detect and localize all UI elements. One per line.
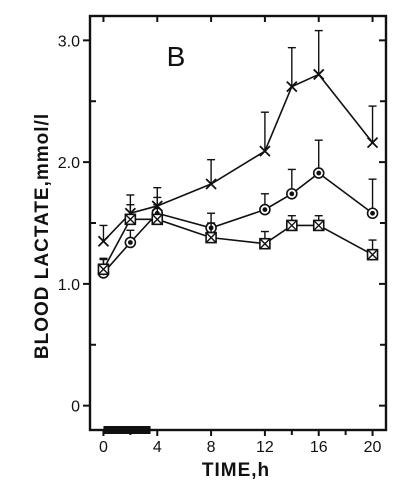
data-point-hatch <box>259 238 271 250</box>
y-axis-label: BLOOD LACTATE,mmol/l <box>32 113 53 359</box>
data-point-hatch <box>124 213 136 225</box>
series-filled-circle <box>97 139 379 279</box>
x-tick-label: 16 <box>310 439 328 456</box>
axes: 0 1.0 2.0 3.0 0 4 8 12 16 20 <box>58 14 388 456</box>
data-point-center <box>262 207 268 213</box>
data-point-hatch <box>151 213 163 225</box>
y-tick-label: 2.0 <box>58 155 80 172</box>
panel-label: B <box>167 41 186 72</box>
data-point-center <box>289 191 295 197</box>
series-line <box>102 73 374 242</box>
exercise-period-bar <box>103 426 151 434</box>
exercise-bar <box>103 426 151 434</box>
series-group <box>97 29 379 279</box>
x-tick-label: 20 <box>364 439 382 456</box>
data-point-center <box>127 240 133 245</box>
data-point-hatch <box>367 249 379 261</box>
y-tick-label: 0 <box>71 399 80 416</box>
data-point-hatch <box>205 232 217 244</box>
data-point-stroke <box>259 145 271 157</box>
x-tick-label: 8 <box>207 439 216 456</box>
data-point-center <box>316 170 322 176</box>
data-point-stroke <box>366 136 379 149</box>
data-point-hatch <box>286 219 298 231</box>
data-point-stroke <box>97 235 110 247</box>
x-tick-label: 0 <box>99 439 108 456</box>
series-crossed-square <box>97 204 379 276</box>
x-tick-label: 12 <box>256 439 274 456</box>
x-tick-label: 4 <box>153 439 162 456</box>
data-point-stroke <box>286 80 298 93</box>
data-point-stroke <box>313 68 325 81</box>
x-axis-label: TIME,h <box>202 460 270 481</box>
data-point-center <box>370 210 375 216</box>
y-tick-label: 3.0 <box>58 33 80 50</box>
data-point-stroke <box>205 178 217 190</box>
data-point-hatch <box>313 219 325 231</box>
data-point-hatch <box>97 263 109 275</box>
y-tick-label: 1.0 <box>58 277 80 294</box>
